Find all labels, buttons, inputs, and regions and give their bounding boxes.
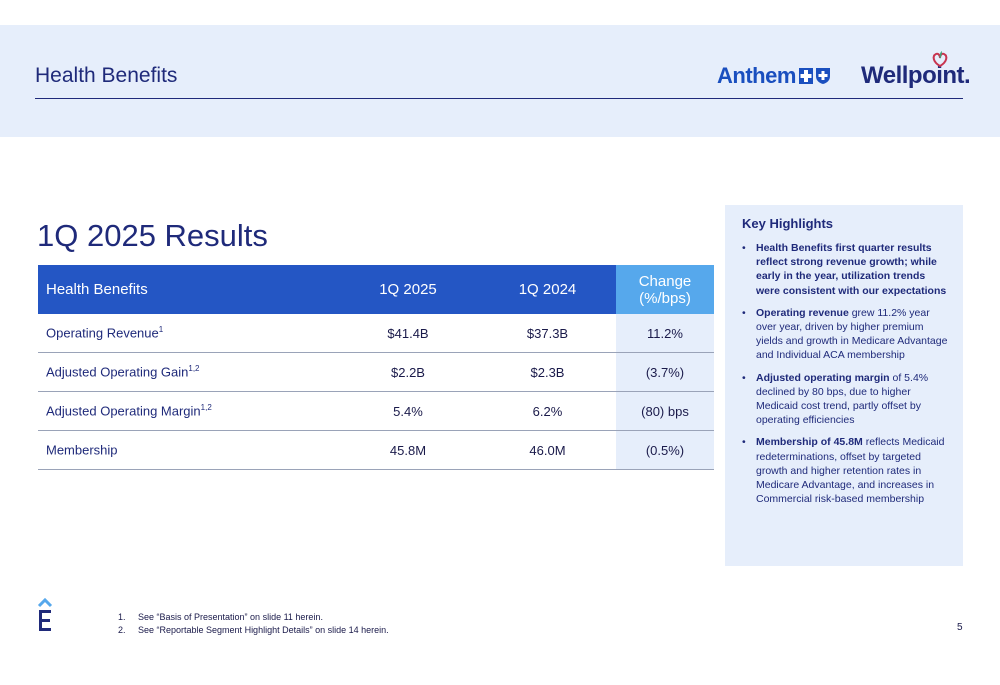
- cell-1q2025: 5.4%: [337, 391, 479, 431]
- table-row: Operating Revenue1 $41.4B $37.3B 11.2%: [38, 314, 714, 353]
- list-item: Membership of 45.8M reflects Medicaid re…: [742, 435, 952, 506]
- cell-1q2024: $2.3B: [479, 352, 616, 392]
- anthem-logo-text: Anthem: [717, 63, 796, 88]
- footnote: 2. See “Reportable Segment Highlight Deta…: [118, 625, 389, 635]
- row-label: Membership: [38, 430, 337, 470]
- blue-cross-blue-shield-icon: [798, 67, 831, 85]
- anthem-logo: Anthem: [717, 62, 831, 90]
- table-row: Adjusted Operating Gain1,2 $2.2B $2.3B (…: [38, 352, 714, 392]
- cell-1q2025: $41.4B: [337, 314, 479, 353]
- cell-1q2024: 6.2%: [479, 391, 616, 431]
- cell-change: (0.5%): [616, 430, 714, 470]
- footnote-ref: 1,2: [200, 403, 212, 413]
- column-header: Health Benefits: [38, 265, 337, 314]
- section-title: 1Q 2025 Results: [37, 218, 268, 253]
- footnote-ref: 1,2: [188, 364, 200, 374]
- table-row: Adjusted Operating Margin1,2 5.4% 6.2% (…: [38, 391, 714, 431]
- cell-change: (3.7%): [616, 352, 714, 392]
- cell-1q2024: $37.3B: [479, 314, 616, 353]
- row-label: Adjusted Operating Gain1,2: [38, 352, 337, 392]
- header-band: [0, 25, 1000, 137]
- highlights-title: Key Highlights: [742, 216, 834, 231]
- header-divider: [35, 98, 963, 99]
- cell-change: 11.2%: [616, 314, 714, 353]
- highlights-list: Health Benefits first quarter results re…: [742, 241, 952, 514]
- column-header: 1Q 2024: [479, 265, 616, 314]
- page-title: Health Benefits: [35, 64, 178, 87]
- list-item: Health Benefits first quarter results re…: [742, 241, 952, 298]
- elevance-logo-icon: [37, 597, 53, 637]
- row-label: Adjusted Operating Margin1,2: [38, 391, 337, 431]
- flower-icon: [932, 51, 948, 68]
- cell-1q2024: 46.0M: [479, 430, 616, 470]
- list-item: Adjusted operating margin of 5.4% declin…: [742, 371, 952, 428]
- cell-1q2025: $2.2B: [337, 352, 479, 392]
- page-number: 5: [957, 622, 963, 633]
- table-header-row: Health Benefits 1Q 2025 1Q 2024 Change (…: [38, 265, 714, 314]
- key-highlights-panel: Key Highlights Health Benefits first qua…: [725, 205, 963, 566]
- column-header: 1Q 2025: [337, 265, 479, 314]
- footnote-ref: 1: [158, 325, 164, 335]
- list-item: Operating revenue grew 11.2% year over y…: [742, 306, 952, 363]
- cell-change: (80) bps: [616, 391, 714, 431]
- table-row: Membership 45.8M 46.0M (0.5%): [38, 430, 714, 470]
- footnote: 1. See “Basis of Presentation” on slide 1…: [118, 612, 323, 622]
- cell-1q2025: 45.8M: [337, 430, 479, 470]
- wellpoint-logo-text: Wellpoint.: [861, 62, 971, 89]
- row-label: Operating Revenue1: [38, 314, 337, 353]
- footnotes: 1. See “Basis of Presentation” on slide 1…: [118, 611, 389, 637]
- column-header: Change (%/bps): [616, 265, 714, 314]
- results-table: Health Benefits 1Q 2025 1Q 2024 Change (…: [38, 265, 714, 470]
